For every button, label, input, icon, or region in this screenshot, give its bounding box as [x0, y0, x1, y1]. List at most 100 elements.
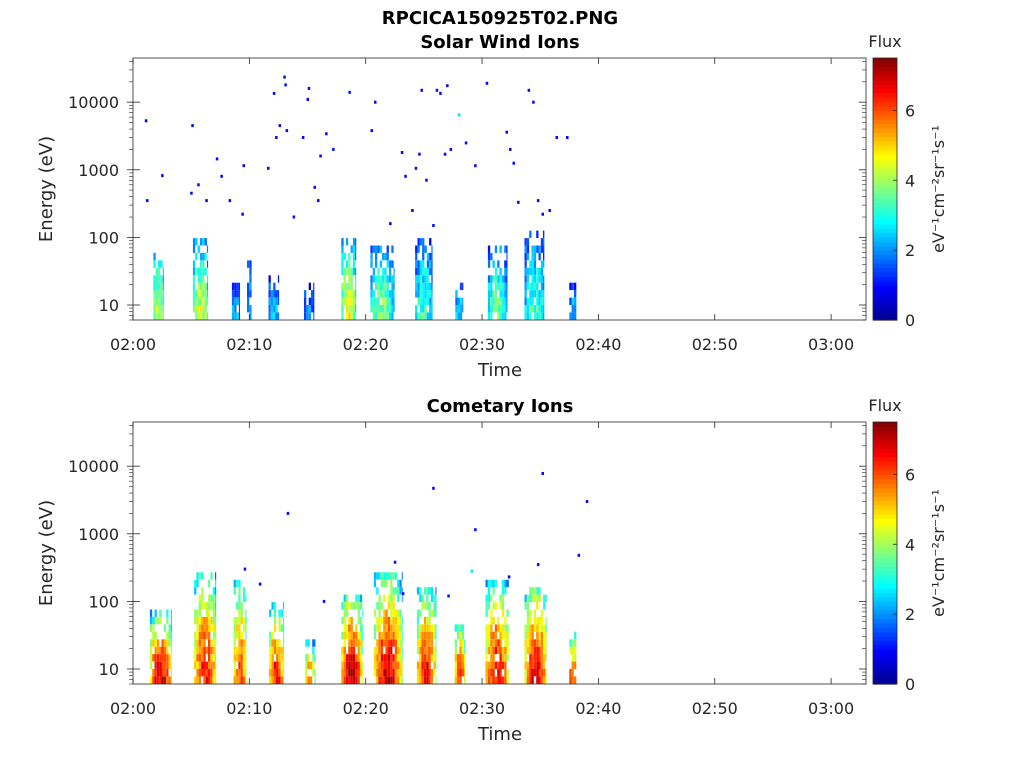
heatmap-cell: [461, 624, 464, 632]
heatmap-cell: [379, 260, 382, 268]
heatmap-cell: [149, 639, 153, 647]
colorbar-segment: [873, 592, 897, 598]
heatmap-cell: [435, 609, 437, 617]
heatmap-cell: [283, 654, 285, 662]
heatmap-cell: [370, 129, 373, 133]
heatmap-cell: [386, 252, 389, 261]
heatmap-cell: [526, 312, 530, 320]
colorbar-tick-label: 2: [905, 241, 915, 260]
heatmap-cell: [426, 639, 429, 647]
heatmap-cell: [524, 297, 527, 305]
heatmap-cell: [536, 616, 539, 625]
heatmap-cell: [352, 252, 356, 261]
heatmap-cell: [470, 569, 474, 573]
heatmap-cell: [394, 587, 398, 595]
heatmap-cell: [517, 200, 520, 204]
heatmap-cell: [153, 290, 156, 298]
heatmap-cell: [533, 587, 537, 595]
heatmap-cell: [430, 646, 434, 655]
heatmap-cell: [273, 669, 277, 677]
heatmap-cell: [276, 639, 279, 647]
heatmap-cell: [269, 654, 272, 662]
heatmap-cell: [416, 616, 420, 625]
colorbar-segment: [873, 140, 897, 146]
heatmap-cell: [348, 267, 351, 276]
heatmap-cell: [394, 676, 398, 684]
x-tick-label: 02:30: [459, 699, 505, 718]
heatmap-cell: [494, 661, 498, 669]
heatmap-cell: [379, 282, 382, 291]
heatmap-cell: [170, 609, 172, 617]
heatmap-cell: [497, 661, 500, 669]
heatmap-cell: [341, 252, 344, 261]
heatmap-cell: [271, 631, 274, 640]
heatmap-cell: [428, 631, 431, 640]
heatmap-cell: [529, 587, 532, 595]
heatmap-cell: [571, 646, 574, 655]
heatmap-cell: [234, 297, 237, 305]
heatmap-cell: [392, 676, 395, 684]
heatmap-cell: [490, 639, 493, 647]
heatmap-cell: [375, 260, 378, 268]
heatmap-cell: [574, 305, 577, 313]
heatmap-cell: [379, 290, 382, 298]
heatmap-cell: [429, 312, 432, 320]
heatmap-cell: [233, 587, 236, 595]
heatmap-cell: [308, 297, 311, 305]
heatmap-cell: [499, 602, 502, 610]
heatmap-cell: [160, 312, 163, 320]
heatmap-cell: [497, 282, 500, 291]
heatmap-cell: [504, 312, 507, 320]
heatmap-cell: [372, 305, 375, 313]
heatmap-cell: [201, 602, 204, 610]
heatmap-cell: [233, 676, 236, 684]
heatmap-cell: [202, 260, 205, 268]
heatmap-cell: [531, 631, 534, 640]
heatmap-cell: [195, 305, 198, 313]
heatmap-cell: [526, 624, 530, 632]
heatmap-cell: [428, 602, 431, 610]
heatmap-cell: [359, 624, 363, 632]
heatmap-cell: [377, 290, 380, 298]
heatmap-cell: [531, 305, 534, 313]
heatmap-cell: [505, 130, 508, 134]
colorbar-segment: [873, 487, 897, 493]
heatmap-cell: [490, 305, 493, 313]
heatmap-cell: [504, 305, 507, 313]
heatmap-cell: [166, 676, 169, 684]
heatmap-cell: [386, 245, 389, 253]
heatmap-cell: [501, 297, 505, 305]
heatmap-cell: [314, 654, 316, 662]
colorbar-segment: [873, 202, 897, 208]
heatmap-cell: [276, 676, 279, 684]
heatmap-cell: [429, 252, 432, 261]
heatmap-cell: [199, 312, 203, 320]
plot-frame: [132, 57, 867, 321]
heatmap-cell: [275, 297, 278, 305]
heatmap-cell: [569, 282, 572, 291]
colorbar-segment: [873, 280, 897, 286]
heatmap-cell: [378, 602, 381, 610]
heatmap-cell: [501, 654, 505, 662]
heatmap-cell: [487, 587, 491, 595]
heatmap-cell: [416, 631, 420, 640]
heatmap-cell: [208, 676, 211, 684]
heatmap-cell: [247, 290, 250, 298]
heatmap-cell: [238, 297, 240, 305]
heatmap-cell: [574, 639, 577, 647]
heatmap-cell: [313, 282, 315, 291]
heatmap-cell: [526, 245, 530, 253]
y-axis-label: Energy (eV): [36, 136, 57, 242]
heatmap-cell: [487, 275, 491, 283]
heatmap-cell: [355, 669, 358, 677]
heatmap-cell: [350, 646, 353, 655]
heatmap-cell: [202, 275, 205, 283]
heatmap-cell: [543, 275, 545, 283]
heatmap-cell: [419, 646, 422, 655]
heatmap-cell: [240, 669, 243, 677]
heatmap-cell: [308, 312, 311, 320]
heatmap-cell: [490, 579, 493, 588]
heatmap-cell: [577, 553, 581, 557]
colorbar-tick-label: 4: [905, 535, 915, 554]
heatmap-cell: [345, 654, 349, 662]
